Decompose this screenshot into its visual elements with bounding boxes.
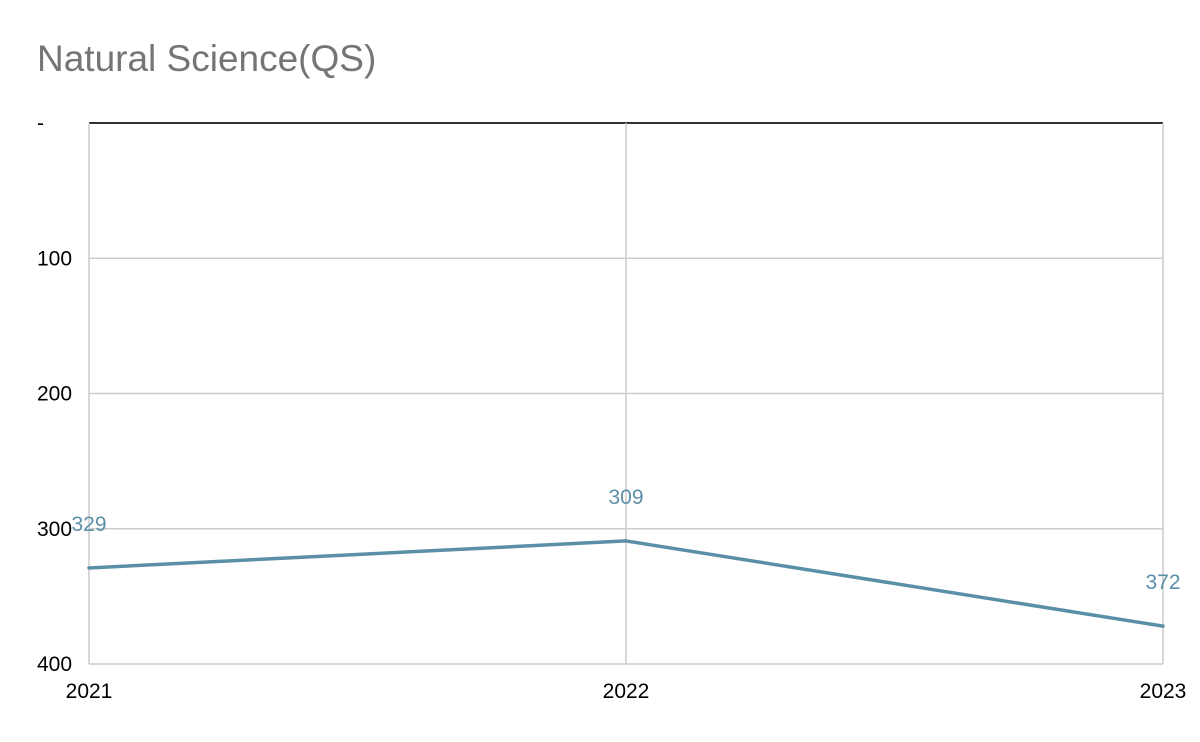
data-point	[87, 566, 91, 570]
axis-layer: - 100 200 300 400 2021 2022 2023	[37, 112, 1186, 703]
chart-title: Natural Science(QS)	[37, 38, 377, 79]
y-tick-label: 200	[37, 383, 72, 406]
data-label: 329	[71, 513, 106, 536]
y-tick-label: 100	[37, 247, 72, 270]
data-label: 309	[608, 486, 643, 509]
y-tick-label: 400	[37, 653, 72, 676]
label-layer: 329 309 372	[71, 486, 1180, 594]
x-tick-label: 2021	[66, 680, 113, 703]
y-tick-label: 300	[37, 518, 72, 541]
data-label: 372	[1145, 571, 1180, 594]
x-tick-label: 2022	[603, 680, 650, 703]
data-point	[624, 539, 628, 543]
grid-layer	[88, 122, 1164, 665]
x-tick-label: 2023	[1140, 680, 1187, 703]
y-tick-label: -	[37, 112, 44, 135]
data-point	[1161, 624, 1165, 628]
series-layer	[87, 539, 1165, 628]
